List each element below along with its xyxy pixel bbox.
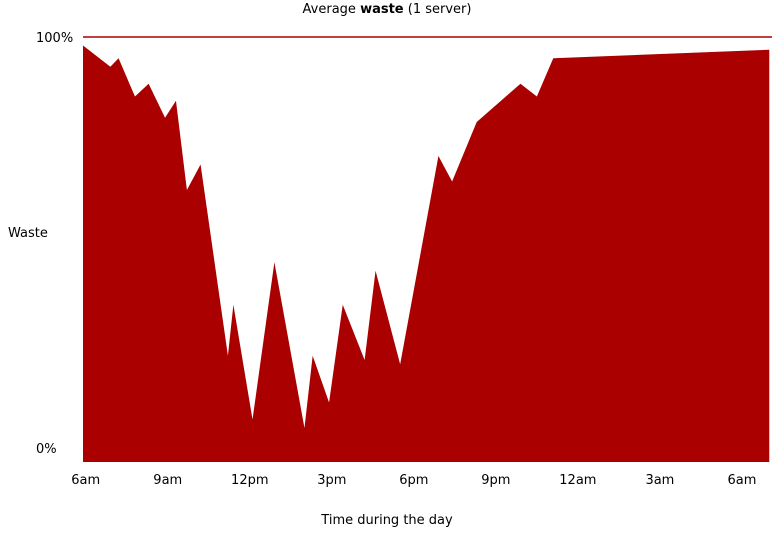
x-tick-label: 6pm bbox=[399, 473, 428, 488]
x-axis-label: Time during the day bbox=[321, 513, 453, 528]
y-axis-label: Waste bbox=[8, 226, 48, 241]
x-tick-label: 3am bbox=[645, 473, 674, 488]
x-tick-label: 12pm bbox=[231, 473, 268, 488]
x-axis-ticks: 6am 9am 12pm 3pm 6pm 9pm 12am 3am 6am bbox=[71, 473, 756, 488]
y-tick-100: 100% bbox=[36, 31, 74, 46]
waste-area bbox=[83, 45, 770, 462]
x-tick-label: 9am bbox=[153, 473, 182, 488]
x-tick-label: 12am bbox=[559, 473, 596, 488]
y-tick-0: 0% bbox=[36, 442, 57, 457]
x-tick-label: 6am bbox=[727, 473, 756, 488]
chart-title: Average waste (1 server) bbox=[302, 2, 472, 17]
x-tick-label: 9pm bbox=[481, 473, 510, 488]
x-tick-label: 3pm bbox=[317, 473, 346, 488]
x-tick-label: 6am bbox=[71, 473, 100, 488]
